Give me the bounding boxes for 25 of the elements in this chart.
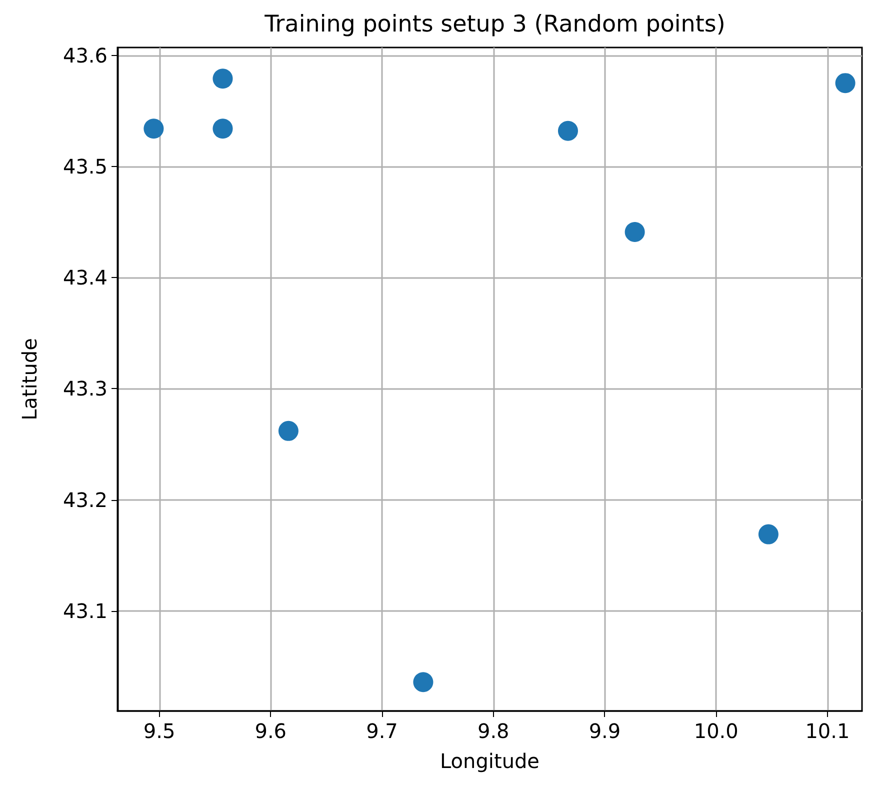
- x-tick-label: 9.5: [143, 719, 176, 743]
- x-tick-label: 9.7: [366, 719, 398, 743]
- x-tick-label: 9.8: [477, 719, 510, 743]
- point: [144, 118, 164, 139]
- point: [413, 672, 434, 692]
- point: [278, 420, 298, 441]
- x-tick-label: 9.9: [588, 719, 621, 743]
- y-tick-label: 43.4: [62, 266, 108, 290]
- x-axis-title: Longitude: [440, 749, 540, 773]
- y-tick-label: 43.6: [62, 43, 108, 68]
- point: [835, 73, 856, 94]
- y-tick-label: 43.1: [62, 598, 108, 623]
- y-tick-label: 43.5: [62, 154, 108, 178]
- x-tick-label: 9.6: [254, 719, 287, 743]
- point: [624, 222, 645, 242]
- x-tick-label: 10.1: [805, 719, 850, 743]
- x-tick-label: 10.0: [694, 719, 738, 743]
- point: [212, 68, 233, 89]
- y-axis-title: Latitude: [18, 338, 42, 420]
- point: [758, 524, 778, 544]
- point: [558, 120, 578, 141]
- y-tick-label: 43.2: [62, 488, 108, 512]
- point: [212, 118, 233, 139]
- chart-title: Training points setup 3 (Random points): [264, 12, 726, 38]
- y-tick-label: 43.3: [62, 376, 108, 401]
